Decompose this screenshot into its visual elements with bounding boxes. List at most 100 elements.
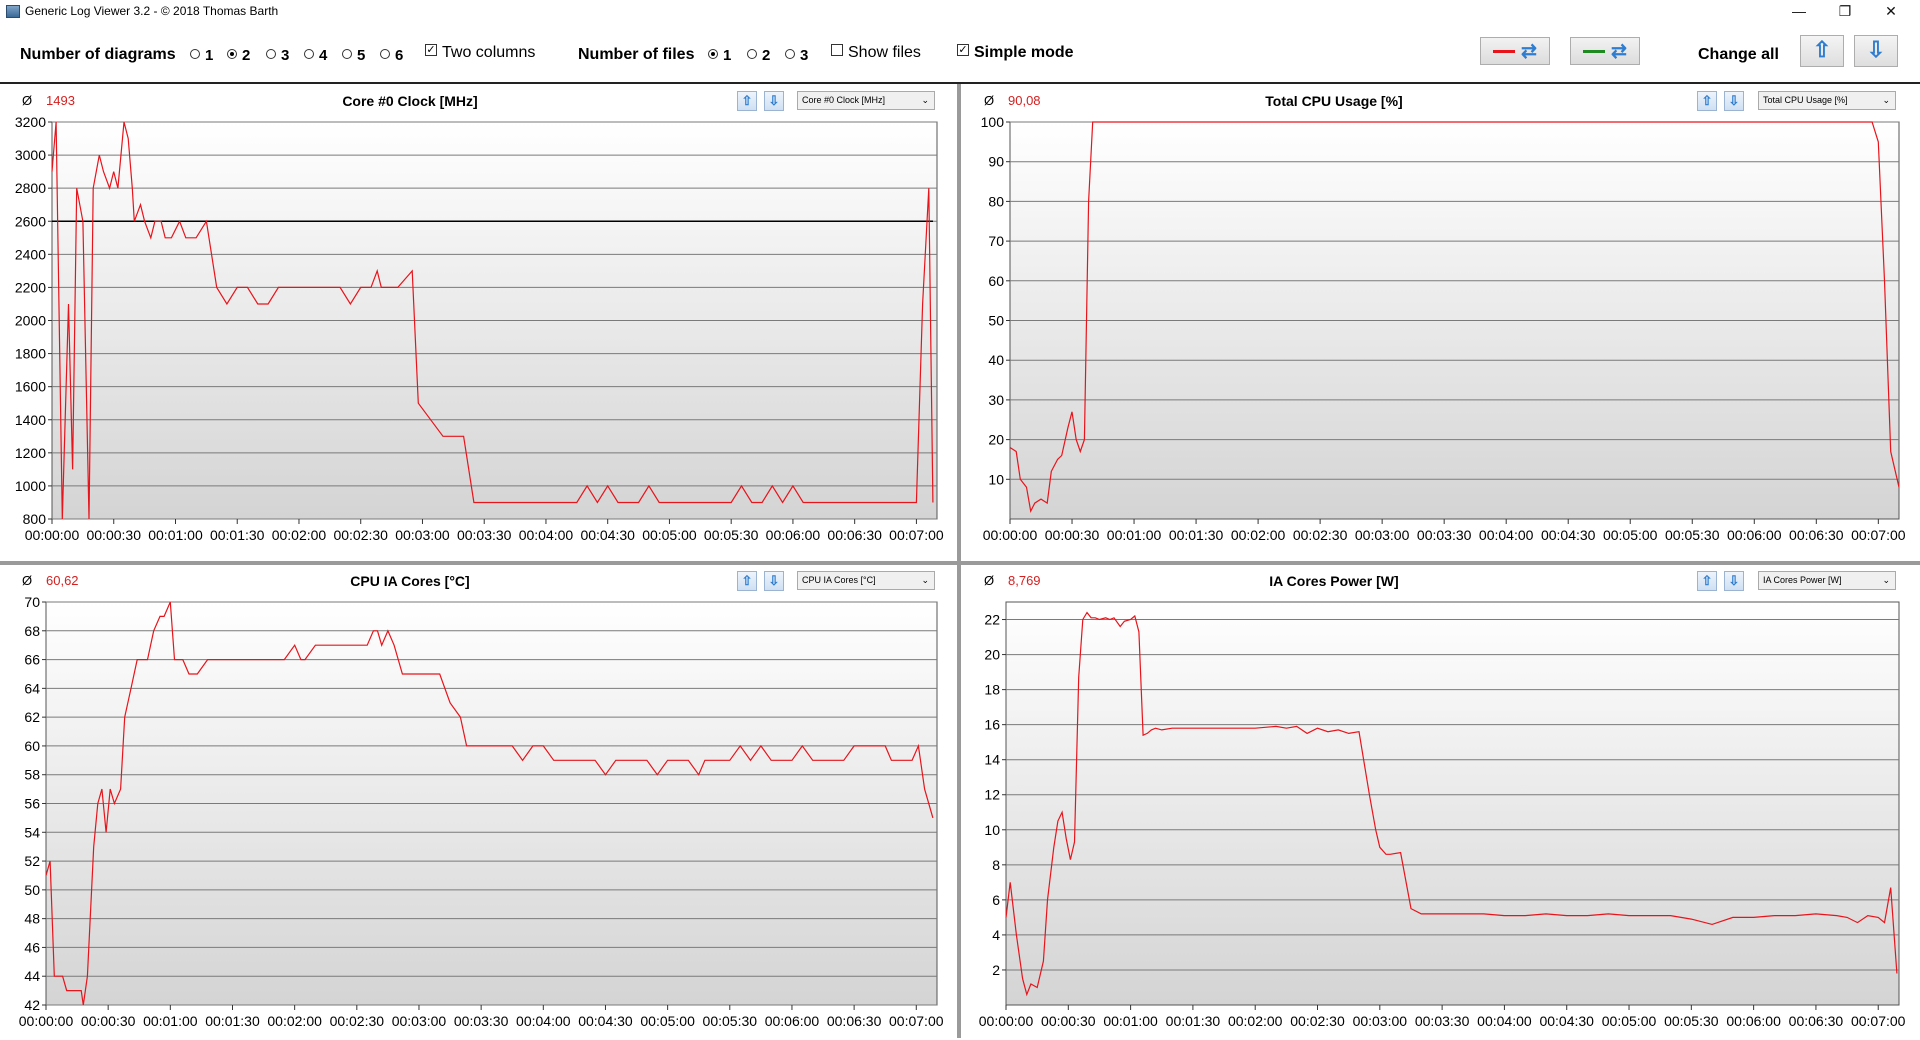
x-tick-label: 00:04:30 (580, 527, 635, 543)
y-tick-label: 2200 (15, 279, 46, 295)
file-radio-1[interactable]: 1 (708, 47, 731, 64)
two-columns-checkbox[interactable]: ✓ Two columns (425, 43, 536, 61)
y-tick-label: 10 (988, 471, 1004, 487)
restore-button[interactable]: ❐ (1838, 3, 1852, 19)
average-value: 1493 (46, 93, 75, 108)
y-tick-label: 22 (984, 612, 1000, 628)
x-tick-label: 00:05:00 (1602, 1013, 1657, 1029)
close-button[interactable]: ✕ (1885, 3, 1897, 19)
series-line (51, 121, 934, 520)
x-tick-label: 00:05:00 (642, 527, 697, 543)
y-tick-label: 16 (984, 717, 1000, 733)
y-tick-label: 2400 (15, 246, 46, 262)
series-line (1005, 611, 1898, 997)
change-all-label: Change all (1698, 46, 1779, 63)
file-radio-3[interactable]: 3 (785, 47, 808, 64)
title-bar: Generic Log Viewer 3.2 - © 2018 Thomas B… (0, 0, 1920, 24)
move-down-button[interactable]: ⇩ (764, 571, 784, 591)
diagram-radio-6[interactable]: 6 (380, 47, 403, 64)
y-tick-label: 54 (24, 824, 40, 840)
simple-mode-checkbox[interactable]: ✓ Simple mode (957, 43, 1074, 61)
x-tick-label: 00:06:00 (1727, 527, 1782, 543)
average-value: 8,769 (1008, 573, 1041, 588)
green-line-icon (1583, 50, 1605, 53)
y-tick-label: 2000 (15, 313, 46, 329)
move-down-all-button[interactable]: ⇩ (1854, 35, 1898, 67)
files-label: Number of files (578, 46, 695, 63)
red-line-icon (1493, 50, 1515, 53)
y-tick-label: 50 (988, 313, 1004, 329)
x-tick-label: 00:04:30 (1541, 527, 1596, 543)
x-tick-label: 00:05:00 (640, 1013, 695, 1029)
diagram-radio-5[interactable]: 5 (342, 47, 365, 64)
diagram-radio-3[interactable]: 3 (266, 47, 289, 64)
x-tick-label: 00:00:00 (979, 1013, 1034, 1029)
x-tick-label: 00:03:00 (1355, 527, 1410, 543)
arrow-up-icon: ⇧ (1812, 37, 1832, 62)
diagram-radio-1[interactable]: 1 (190, 47, 213, 64)
y-tick-label: 100 (981, 114, 1005, 130)
arrow-down-icon: ⇩ (1866, 37, 1886, 62)
x-tick-label: 00:01:30 (205, 1013, 260, 1029)
red-color-sync-button[interactable]: ⇄ (1480, 37, 1550, 65)
y-tick-label: 52 (24, 853, 40, 869)
horizontal-splitter[interactable] (0, 561, 1920, 565)
toolbar-divider (0, 82, 1920, 84)
x-tick-label: 00:03:00 (1353, 1013, 1408, 1029)
y-tick-label: 80 (988, 193, 1004, 209)
y-tick-label: 70 (24, 594, 40, 610)
x-tick-label: 00:02:00 (272, 527, 327, 543)
x-tick-label: 00:02:30 (333, 527, 388, 543)
arrow-down-icon: ⇩ (768, 93, 780, 108)
move-down-button[interactable]: ⇩ (1724, 571, 1744, 591)
x-tick-label: 00:06:30 (827, 527, 882, 543)
sensor-select[interactable]: CPU IA Cores [°C] ⌄ (797, 571, 935, 590)
x-tick-label: 00:00:30 (1041, 1013, 1096, 1029)
minimize-button[interactable]: — (1792, 3, 1806, 19)
x-tick-label: 00:02:30 (1290, 1013, 1345, 1029)
move-up-button[interactable]: ⇧ (1697, 91, 1717, 111)
sensor-select[interactable]: IA Cores Power [W] ⌄ (1758, 571, 1896, 590)
arrow-up-icon: ⇧ (741, 93, 753, 108)
arrow-up-icon: ⇧ (1701, 573, 1713, 588)
x-tick-label: 00:03:00 (392, 1013, 447, 1029)
sensor-select[interactable]: Core #0 Clock [MHz] ⌄ (797, 91, 935, 110)
x-tick-label: 00:03:30 (1415, 1013, 1470, 1029)
y-tick-label: 42 (24, 997, 40, 1013)
y-tick-label: 800 (23, 511, 47, 527)
y-tick-label: 3200 (15, 114, 46, 130)
arrow-up-icon: ⇧ (741, 573, 753, 588)
file-radio-2[interactable]: 2 (747, 47, 770, 64)
chevron-down-icon: ⌄ (1882, 95, 1890, 105)
green-color-sync-button[interactable]: ⇄ (1570, 37, 1640, 65)
show-files-checkbox[interactable]: Show files (831, 43, 921, 62)
sensor-select[interactable]: Total CPU Usage [%] ⌄ (1758, 91, 1896, 110)
x-tick-label: 00:01:00 (1107, 527, 1162, 543)
diagram-radio-4[interactable]: 4 (304, 47, 327, 64)
x-tick-label: 00:00:30 (81, 1013, 136, 1029)
x-tick-label: 00:05:30 (704, 527, 759, 543)
x-tick-label: 00:04:30 (1539, 1013, 1594, 1029)
sync-icon: ⇄ (1521, 41, 1537, 62)
diagrams-label: Number of diagrams (20, 46, 176, 63)
move-down-button[interactable]: ⇩ (1724, 91, 1744, 111)
x-tick-label: 00:01:30 (1169, 527, 1224, 543)
x-tick-label: 00:03:00 (395, 527, 450, 543)
x-tick-label: 00:00:30 (86, 527, 141, 543)
move-up-all-button[interactable]: ⇧ (1800, 35, 1844, 67)
diagram-radio-2[interactable]: 2 (227, 47, 250, 64)
chart-panel-ia-cores-power: Ø 8,769 IA Cores Power [W] ⇧ ⇩ IA Cores … (962, 566, 1914, 1036)
y-tick-label: 2 (992, 962, 1000, 978)
series-line (45, 601, 934, 1006)
x-tick-label: 00:05:30 (703, 1013, 758, 1029)
x-tick-label: 00:05:00 (1603, 527, 1658, 543)
x-tick-label: 00:01:30 (210, 527, 265, 543)
move-up-button[interactable]: ⇧ (737, 571, 757, 591)
y-tick-label: 60 (988, 273, 1004, 289)
move-up-button[interactable]: ⇧ (1697, 571, 1717, 591)
x-tick-label: 00:04:00 (1479, 527, 1534, 543)
y-tick-label: 20 (984, 647, 1000, 663)
move-up-button[interactable]: ⇧ (737, 91, 757, 111)
x-tick-label: 00:06:30 (1789, 527, 1844, 543)
move-down-button[interactable]: ⇩ (764, 91, 784, 111)
